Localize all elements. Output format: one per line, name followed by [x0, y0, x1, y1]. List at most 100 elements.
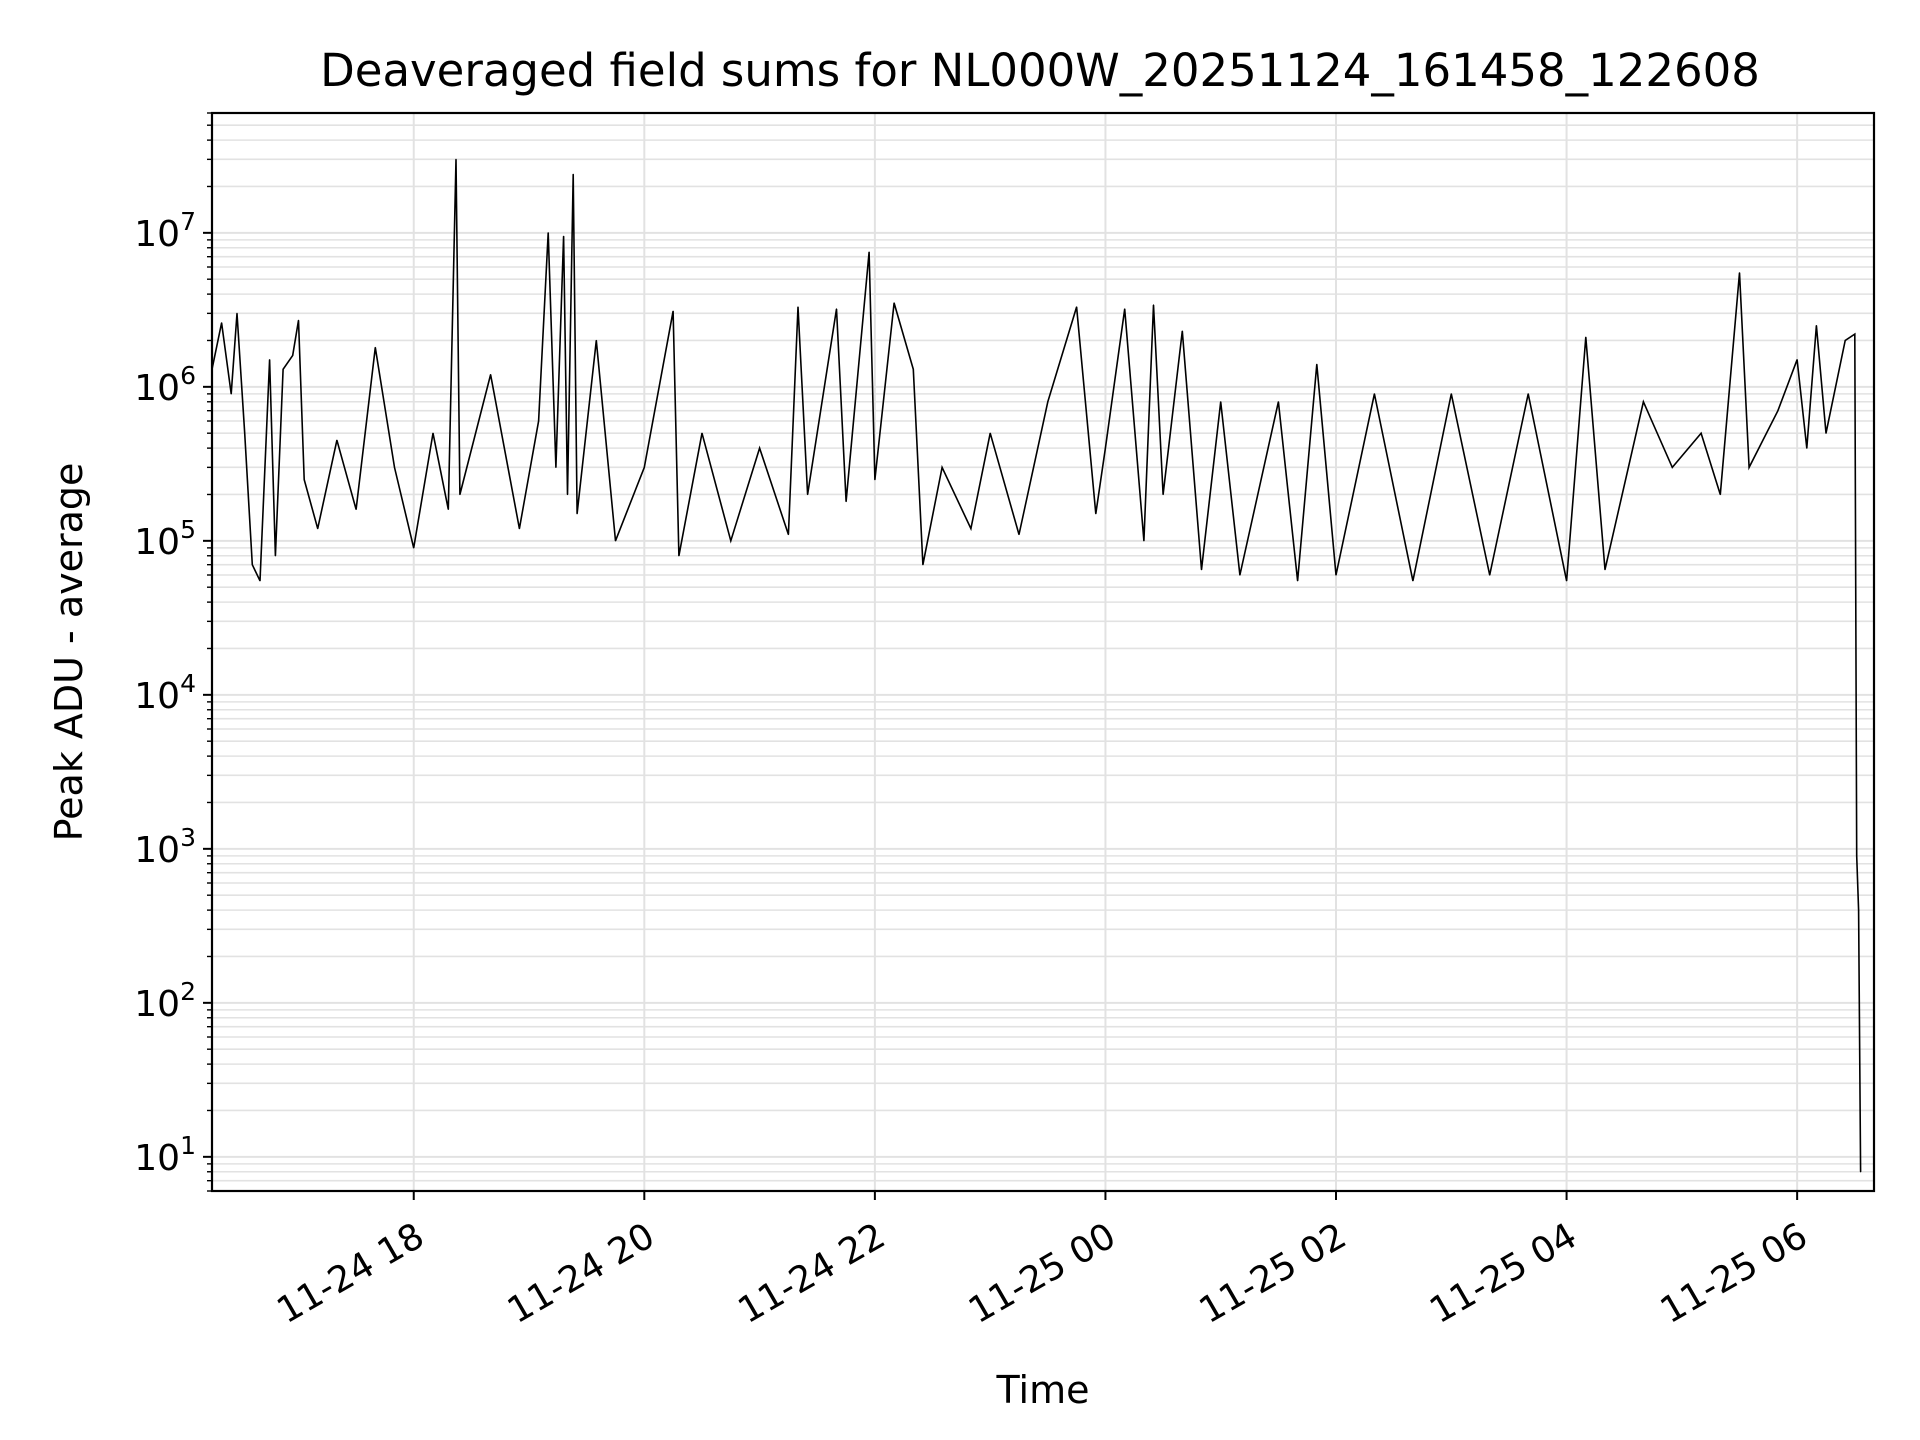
- data-point: [1825, 432, 1827, 434]
- data-point: [759, 447, 761, 449]
- y-tick-label: 101: [134, 1131, 196, 1179]
- data-point: [355, 508, 357, 510]
- data-point: [1671, 466, 1673, 468]
- data-point: [303, 479, 305, 481]
- data-point: [1858, 909, 1860, 911]
- data-point: [572, 173, 574, 175]
- x-axis-label: Time: [996, 1368, 1090, 1412]
- data-point: [1450, 393, 1452, 395]
- data-point: [259, 580, 261, 582]
- data-point: [1412, 580, 1414, 582]
- data-point: [1700, 432, 1702, 434]
- data-point: [835, 308, 838, 310]
- data-point: [893, 302, 895, 304]
- data-point: [1047, 401, 1049, 403]
- data-point: [1152, 304, 1155, 306]
- data-point: [912, 368, 914, 370]
- data-point: [922, 564, 924, 566]
- data-point: [244, 432, 246, 434]
- data-point: [1806, 447, 1808, 449]
- data-point: [1104, 447, 1106, 449]
- data-point: [374, 346, 376, 349]
- data-point: [1239, 574, 1241, 576]
- data-point: [221, 322, 223, 324]
- data-point: [563, 235, 565, 237]
- data-point: [555, 466, 557, 468]
- data-point: [490, 374, 492, 376]
- data-point: [1854, 333, 1856, 335]
- data-point: [292, 354, 294, 356]
- data-point: [1527, 393, 1529, 395]
- data-point: [393, 466, 396, 468]
- data-point: [1335, 574, 1337, 576]
- data-point: [447, 508, 449, 510]
- data-point: [1585, 336, 1587, 338]
- data-point: [1124, 308, 1126, 310]
- data-point: [230, 393, 232, 395]
- data-point: [1076, 306, 1078, 308]
- data-point: [874, 479, 876, 481]
- data-point: [1777, 410, 1779, 412]
- data-point: [1844, 339, 1846, 342]
- data-point: [1489, 574, 1491, 576]
- data-point: [1719, 493, 1721, 496]
- data-point: [1748, 466, 1750, 468]
- data-point: [1316, 363, 1318, 365]
- data-point: [455, 158, 457, 160]
- data-point: [1018, 533, 1020, 536]
- data-point: [1095, 513, 1097, 515]
- data-point: [1181, 330, 1183, 332]
- grid-minor: [212, 112, 1874, 1192]
- grid-major: [212, 113, 1874, 1191]
- y-axis-label: Peak ADU - average: [47, 463, 91, 842]
- data-point: [269, 359, 271, 361]
- data-point: [701, 432, 703, 434]
- data-point: [1566, 580, 1568, 582]
- data-point: [413, 547, 415, 549]
- data-point: [459, 493, 461, 496]
- data-point: [566, 493, 569, 496]
- data-point: [1200, 569, 1203, 571]
- data-point: [1856, 855, 1858, 857]
- plot-area: [212, 113, 1874, 1191]
- data-point: [274, 555, 276, 557]
- data-point: [970, 528, 972, 530]
- data-point: [317, 528, 319, 530]
- data-point: [251, 564, 253, 566]
- data-point: [1297, 580, 1299, 582]
- data-point: [1738, 272, 1741, 274]
- chart-title: Deaveraged field sums for NL000W_2025112…: [320, 44, 1760, 97]
- data-point: [1815, 325, 1817, 327]
- data-point: [518, 528, 521, 530]
- data-point: [1220, 401, 1222, 403]
- y-tick-label: 103: [134, 823, 196, 871]
- data-point: [236, 312, 238, 314]
- data-point: [941, 466, 943, 468]
- data-point: [730, 540, 732, 542]
- data-point: [797, 306, 799, 308]
- data-point: [868, 251, 870, 253]
- data-point: [282, 368, 284, 370]
- series-line: [211, 159, 1862, 1172]
- data-point: [576, 513, 578, 515]
- data-point: [845, 500, 847, 503]
- data-point: [643, 466, 645, 468]
- data-point: [1277, 401, 1279, 403]
- data-point: [538, 420, 540, 422]
- data-point: [672, 310, 674, 312]
- data-point: [1642, 401, 1644, 403]
- series-layer: [211, 158, 1862, 1173]
- data-point: [595, 339, 597, 342]
- data-point: [1162, 493, 1164, 496]
- data-point: [1796, 359, 1798, 361]
- data-point: [614, 540, 617, 542]
- data-point: [807, 493, 809, 496]
- data-point: [787, 533, 790, 536]
- data-point: [989, 432, 991, 434]
- data-point: [1373, 393, 1375, 395]
- data-point: [1143, 540, 1145, 542]
- data-point: [1604, 569, 1606, 571]
- plot-frame: [210, 111, 1876, 1193]
